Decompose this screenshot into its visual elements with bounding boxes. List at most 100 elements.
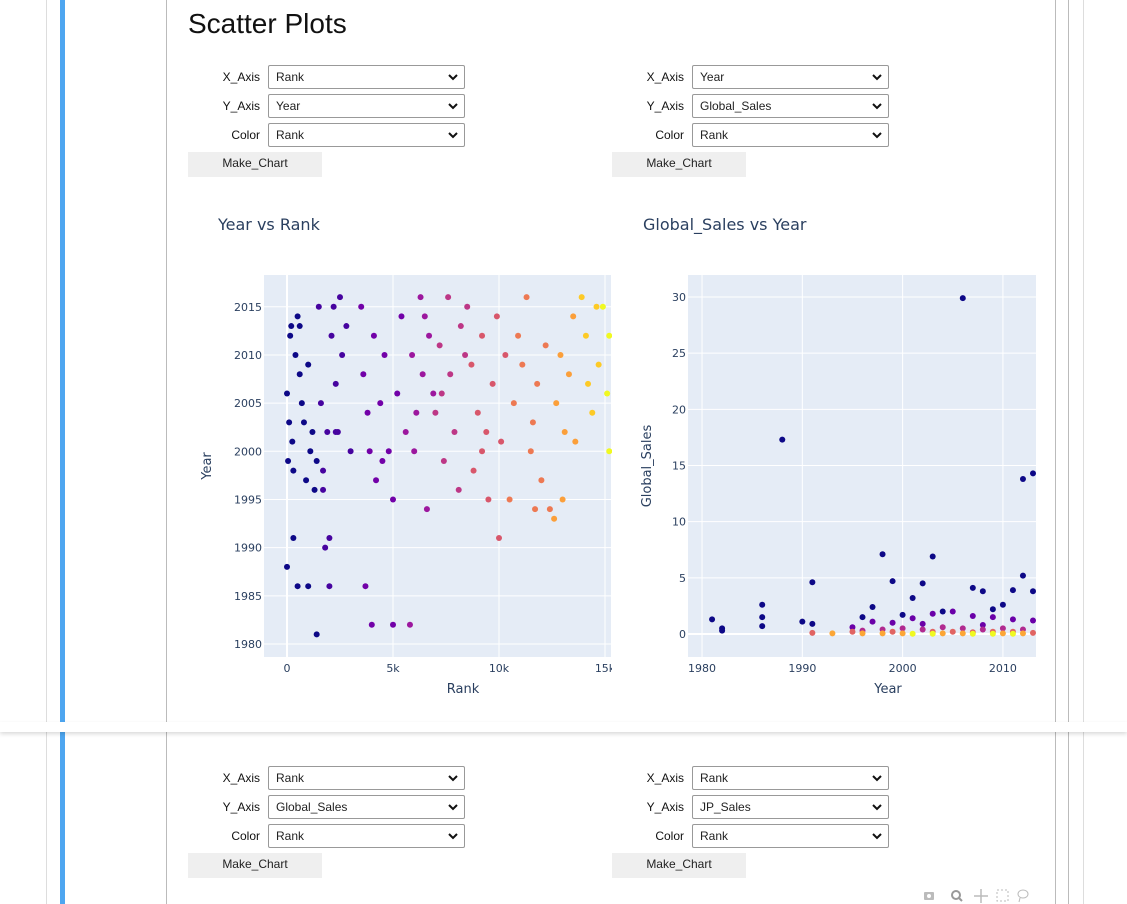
point [285,457,292,464]
x-axis-label: Year [873,682,902,697]
point [474,409,481,416]
point [398,313,405,320]
chevron [872,132,882,139]
point [332,429,339,436]
point [999,601,1006,608]
point [296,371,303,378]
point [332,380,339,387]
y-tick-label: 2005 [234,397,262,410]
point [288,323,295,330]
make-chart-button[interactable]: Make_Chart [612,152,746,177]
y-tick-label: 25 [672,347,686,360]
dropdown-value: Rank [700,771,729,785]
point [899,611,906,618]
dropdown[interactable]: Global_Sales [268,795,465,819]
point [294,313,301,320]
chevron [872,833,882,840]
dropdown-value: Rank [700,829,729,843]
point [479,332,486,339]
dropdown[interactable]: Rank [268,65,465,89]
y-tick-label: 2015 [234,301,262,314]
point [419,371,426,378]
chevron [448,132,458,139]
point [909,595,916,602]
chart-title: Global_Sales vs Year [643,215,807,235]
y-tick-label: 30 [672,291,686,304]
point [859,630,866,637]
point [496,535,503,542]
make-chart-button[interactable]: Make_Chart [188,853,322,878]
point [779,436,786,443]
dropdown[interactable]: Rank [692,123,889,147]
point [311,486,318,493]
point [759,614,766,621]
dropdown-value: Global_Sales [276,800,348,814]
point [447,371,454,378]
point [360,371,367,378]
point [330,303,337,310]
dropdown[interactable]: Global_Sales [692,94,889,118]
point [939,624,946,631]
x-tick-label: 1990 [788,662,816,675]
x-tick-label: 5k [386,662,400,675]
point [337,294,344,301]
dropdown[interactable]: Rank [268,824,465,848]
control-label: Y_Axis [222,800,260,814]
x-tick-label: 0 [284,662,291,675]
point [532,506,539,513]
point [809,579,816,586]
control-label: Color [231,128,260,142]
y-axis-label: Global_Sales [640,424,655,507]
point [969,613,976,620]
control-label: Color [655,829,684,843]
point [959,295,966,302]
point [929,610,936,617]
point [604,390,611,397]
make-chart-button[interactable]: Make_Chart [612,853,746,878]
point [979,588,986,595]
point [999,625,1006,632]
point [709,616,716,623]
dropdown[interactable]: Year [692,65,889,89]
point [959,630,966,637]
point [464,303,471,310]
dropdown[interactable]: Rank [268,766,465,790]
dropdown-value: Rank [276,70,305,84]
plot-area [688,275,1036,657]
point [519,361,526,368]
point [606,332,612,339]
point [294,583,301,590]
point [309,429,316,436]
point [969,630,976,637]
modebar[interactable] [915,886,1040,904]
make-chart-button[interactable]: Make_Chart [188,152,322,177]
point [809,620,816,627]
point [313,457,320,464]
control-label: Y_Axis [646,99,684,113]
point [366,448,373,455]
dropdown-value: Rank [276,128,305,142]
point [582,332,589,339]
dropdown[interactable]: Year [268,94,465,118]
point [328,332,335,339]
point [315,303,322,310]
point [909,630,916,637]
dropdown[interactable]: Rank [692,824,889,848]
y-tick-label: 15 [672,459,686,472]
point [370,332,377,339]
point [423,506,430,513]
point [899,630,906,637]
point [809,629,816,636]
point [502,351,509,358]
point [570,313,577,320]
point [561,429,568,436]
dropdown[interactable]: JP_Sales [692,795,889,819]
dropdown[interactable]: Rank [692,766,889,790]
point [939,630,946,637]
point [572,438,579,445]
dropdown[interactable]: Rank [268,123,465,147]
chevron [448,804,458,811]
point [829,630,836,637]
point [426,332,433,339]
